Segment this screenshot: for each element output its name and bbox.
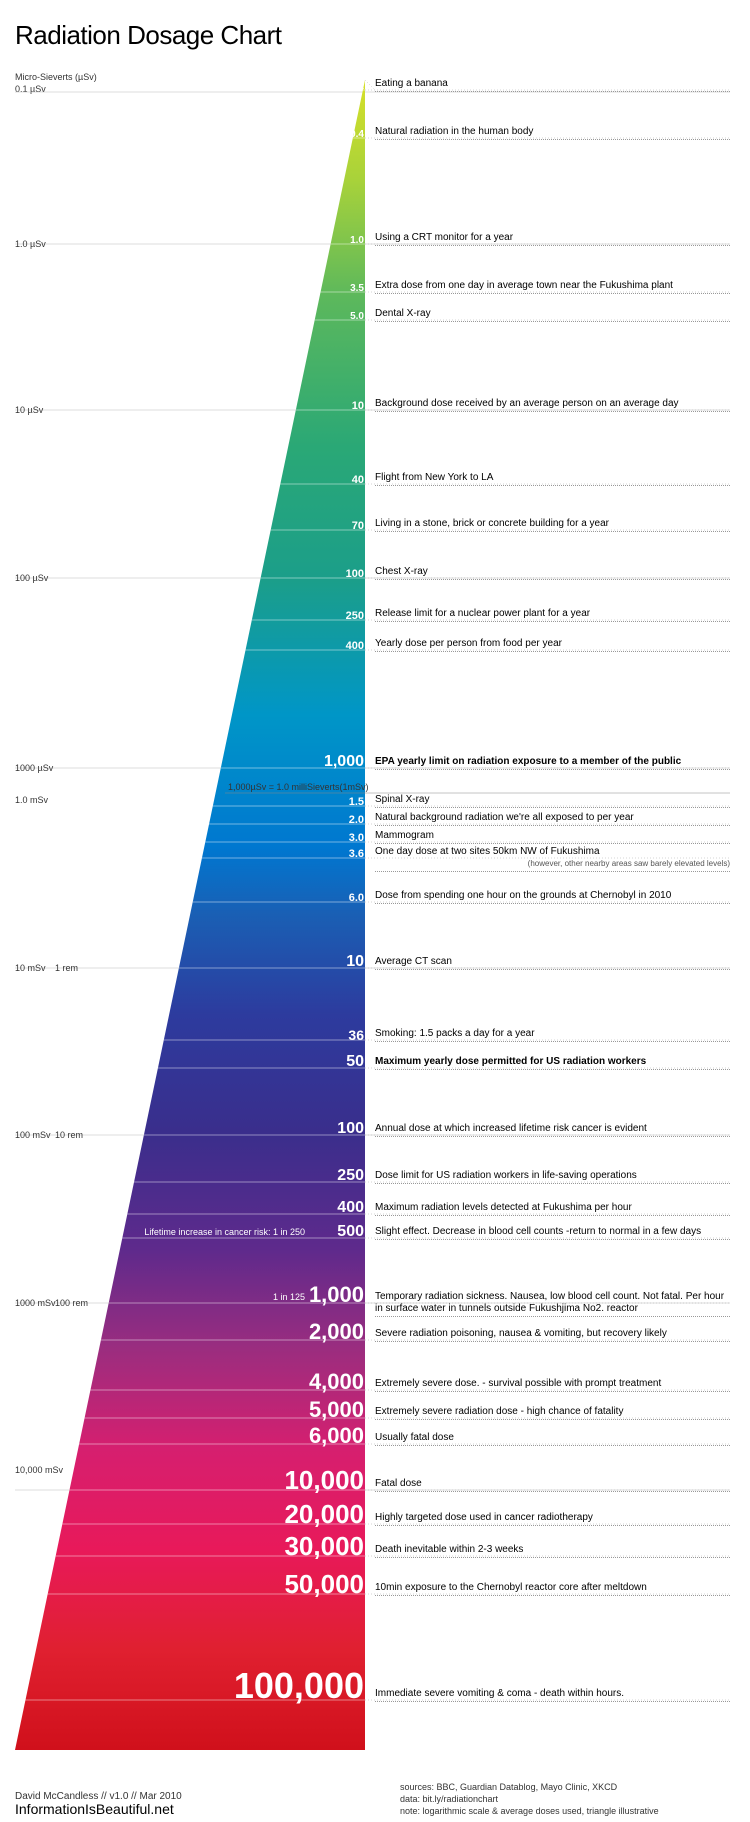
axis-label: 10,000 mSv [15,1465,63,1475]
chart-title: Radiation Dosage Chart [15,20,282,51]
axis-label: 100 mSv [15,1130,51,1140]
dose-description: Temporary radiation sickness. Nausea, lo… [375,1291,730,1317]
dose-description: EPA yearly limit on radiation exposure t… [375,756,730,770]
dose-value: 3.0 [349,832,364,844]
dose-value: 10 [352,400,364,412]
dose-value: 10,000 [284,1465,364,1496]
dose-description: Maximum yearly dose permitted for US rad… [375,1056,730,1070]
dose-description: Usually fatal dose [375,1432,730,1446]
dose-annotation: Lifetime increase in cancer risk: 1 in 2… [132,1227,305,1237]
radiation-chart: Radiation Dosage Chart Micro-Sieverts (µ… [0,0,750,1822]
dose-description: Extremely severe dose. - survival possib… [375,1378,730,1392]
dose-value: 6,000 [309,1423,364,1449]
dose-value: 50,000 [284,1569,364,1600]
dose-description: Annual dose at which increased lifetime … [375,1123,730,1137]
dose-description: Extra dose from one day in average town … [375,280,730,294]
dose-description: Spinal X-ray [375,794,730,808]
axis-label: 1000 µSv [15,763,53,773]
dose-description: Average CT scan [375,956,730,970]
dose-value: 100 [337,1120,364,1138]
dose-description: Natural background radiation we're all e… [375,812,730,826]
footer-data-link: data: bit.ly/radiationchart [400,1793,730,1805]
dose-description: Release limit for a nuclear power plant … [375,608,730,622]
dose-value: 70 [352,520,364,532]
axis-label: 10 µSv [15,405,43,415]
axis-label: 10 mSv [15,963,46,973]
dose-value: 400 [337,1199,364,1217]
dose-description: Natural radiation in the human body [375,126,730,140]
footer-sources: sources: BBC, Guardian Datablog, Mayo Cl… [400,1781,730,1793]
dose-value: 4,000 [309,1369,364,1395]
dose-description: Immediate severe vomiting & coma - death… [375,1688,730,1702]
dose-description: Severe radiation poisoning, nausea & vom… [375,1328,730,1342]
dose-description: Extremely severe radiation dose - high c… [375,1406,730,1420]
dose-annotation: 1 in 125 [119,1292,305,1302]
dose-value: 1.0 [350,235,364,246]
dose-value: 20,000 [284,1499,364,1530]
footer-site: InformationIsBeautiful.net [15,1801,174,1817]
dose-value: 0.4 [350,129,364,140]
dose-description: Chest X-ray [375,566,730,580]
dose-value: 40 [352,474,364,486]
dose-value: 6.0 [349,892,364,904]
dose-value: 1,000 [324,753,364,771]
unit-sub: 0.1 µSv [15,84,46,94]
dose-description: One day dose at two sites 50km NW of Fuk… [375,846,730,872]
dose-description: Mammogram [375,830,730,844]
dose-value: 3.5 [350,283,364,294]
axis-label-secondary: 1 rem [55,963,78,973]
dose-description: Dose from spending one hour on the groun… [375,890,730,904]
dose-value: 400 [346,640,364,652]
dose-description: 10min exposure to the Chernobyl reactor … [375,1582,730,1596]
dose-description: Dose limit for US radiation workers in l… [375,1170,730,1184]
dose-value: 30,000 [284,1531,364,1562]
dose-value: 100 [346,568,364,580]
unit-heading: Micro-Sieverts (µSv) [15,72,97,82]
dose-description: Death inevitable within 2-3 weeks [375,1544,730,1558]
dose-value: 5,000 [309,1397,364,1423]
axis-label-secondary: 100 rem [55,1298,88,1308]
dose-value: 250 [337,1167,364,1185]
footer-note: note: logarithmic scale & average doses … [400,1805,730,1817]
dose-value: 2,000 [309,1319,364,1345]
dose-description: Yearly dose per person from food per yea… [375,638,730,652]
dose-description: Eating a banana [375,78,730,92]
dose-value: 3.6 [349,848,364,860]
axis-label: 1000 mSv [15,1298,56,1308]
dose-description: Maximum radiation levels detected at Fuk… [375,1202,730,1216]
dose-description: Fatal dose [375,1478,730,1492]
dose-description: Background dose received by an average p… [375,398,730,412]
dose-value: 500 [337,1223,364,1241]
footer-right: sources: BBC, Guardian Datablog, Mayo Cl… [400,1781,730,1817]
axis-label-secondary: 10 rem [55,1130,83,1140]
dose-description: Using a CRT monitor for a year [375,232,730,246]
dose-description: Slight effect. Decrease in blood cell co… [375,1226,730,1240]
dose-value: 1,000 [309,1282,364,1308]
axis-label: 1.0 mSv [15,795,48,805]
dose-description: Flight from New York to LA [375,472,730,486]
dose-value: .1 [356,81,364,92]
dose-value: 5.0 [350,311,364,322]
dose-value: 10 [346,953,364,971]
dose-value: 250 [346,610,364,622]
dose-value: 1.5 [349,796,364,808]
dose-value: 2.0 [349,814,364,826]
axis-label: 100 µSv [15,573,48,583]
conversion-note: 1,000µSv = 1.0 milliSieverts(1mSv) [228,782,368,792]
dose-value: 36 [348,1027,364,1043]
dose-description: Dental X-ray [375,308,730,322]
dose-description: Smoking: 1.5 packs a day for a year [375,1028,730,1042]
dose-description: Highly targeted dose used in cancer radi… [375,1512,730,1526]
dose-value: 50 [346,1053,364,1071]
dose-description: Living in a stone, brick or concrete bui… [375,518,730,532]
dose-value: 100,000 [234,1665,364,1707]
axis-label: 1.0 µSv [15,239,46,249]
